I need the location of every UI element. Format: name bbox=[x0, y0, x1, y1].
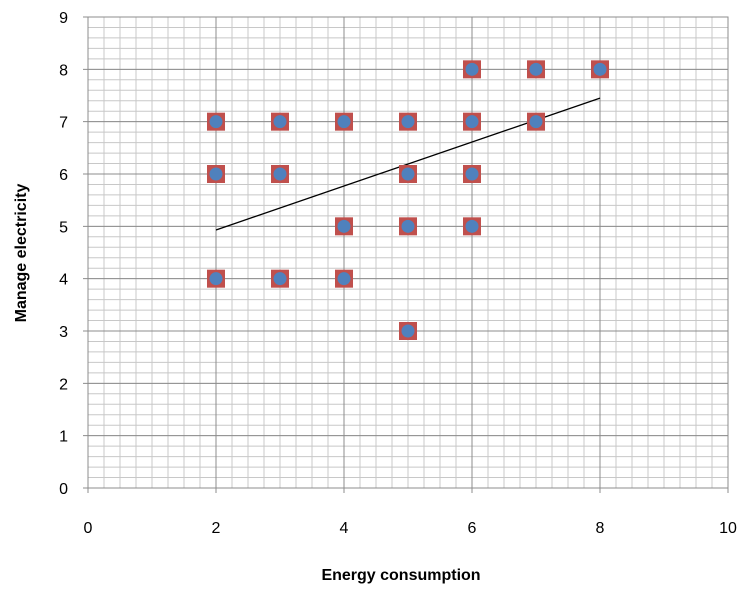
data-point bbox=[335, 217, 353, 236]
y-tick-label: 3 bbox=[59, 324, 68, 341]
data-point bbox=[399, 165, 417, 183]
data-point bbox=[463, 112, 481, 131]
data-point bbox=[399, 112, 417, 131]
y-axis-title: Manage electricity bbox=[13, 184, 30, 323]
circle-marker bbox=[209, 115, 223, 129]
circle-marker bbox=[273, 167, 287, 181]
circle-marker bbox=[337, 115, 351, 129]
data-point bbox=[207, 112, 225, 131]
circle-marker bbox=[401, 167, 415, 181]
y-tick-label: 0 bbox=[59, 481, 68, 498]
data-point bbox=[271, 165, 289, 183]
data-point bbox=[335, 269, 353, 288]
circle-marker bbox=[529, 115, 543, 129]
data-point bbox=[207, 165, 225, 183]
circle-marker bbox=[465, 62, 479, 76]
circle-marker bbox=[209, 167, 223, 181]
y-tick-label: 1 bbox=[59, 429, 68, 446]
data-point bbox=[527, 60, 545, 79]
data-point bbox=[463, 165, 481, 183]
y-tick-label: 8 bbox=[59, 62, 68, 79]
circle-marker bbox=[273, 272, 287, 286]
data-point bbox=[463, 60, 481, 79]
data-point bbox=[399, 322, 417, 340]
circle-marker bbox=[337, 272, 351, 286]
data-point bbox=[271, 269, 289, 288]
circle-marker bbox=[209, 272, 223, 286]
circle-marker bbox=[337, 219, 351, 233]
circle-marker bbox=[465, 219, 479, 233]
y-tick-label: 4 bbox=[59, 272, 68, 289]
x-tick-label: 6 bbox=[468, 520, 477, 537]
x-tick-label: 0 bbox=[84, 520, 93, 537]
circle-marker bbox=[593, 62, 607, 76]
x-tick-label: 10 bbox=[719, 520, 737, 537]
circle-marker bbox=[465, 115, 479, 129]
x-tick-label: 4 bbox=[340, 520, 349, 537]
circle-marker bbox=[401, 219, 415, 233]
circle-marker bbox=[401, 324, 415, 338]
data-point bbox=[207, 269, 225, 288]
data-point bbox=[527, 112, 545, 131]
y-tick-label: 6 bbox=[59, 167, 68, 184]
x-tick-labels: 0 2 4 6 8 10 bbox=[84, 520, 737, 537]
data-point bbox=[399, 217, 417, 236]
x-tick-label: 8 bbox=[596, 520, 605, 537]
data-point bbox=[335, 112, 353, 131]
data-point bbox=[271, 112, 289, 131]
y-tick-label: 7 bbox=[59, 115, 68, 132]
major-gridlines bbox=[83, 16, 729, 493]
circle-marker bbox=[465, 167, 479, 181]
x-tick-label: 2 bbox=[212, 520, 221, 537]
plot-area-border bbox=[87, 16, 729, 489]
plot-border bbox=[87, 16, 729, 489]
y-tick-label: 2 bbox=[59, 376, 68, 393]
y-tick-label: 9 bbox=[59, 10, 68, 27]
circle-marker bbox=[401, 115, 415, 129]
data-points bbox=[207, 60, 609, 340]
circle-marker bbox=[273, 115, 287, 129]
minor-gridlines bbox=[88, 17, 728, 488]
data-point bbox=[463, 217, 481, 236]
y-tick-labels: 0 1 2 3 4 5 6 7 8 9 bbox=[59, 10, 68, 498]
x-axis-title: Energy consumption bbox=[321, 567, 480, 584]
y-tick-label: 5 bbox=[59, 219, 68, 236]
data-point bbox=[591, 60, 609, 79]
circle-marker bbox=[529, 62, 543, 76]
